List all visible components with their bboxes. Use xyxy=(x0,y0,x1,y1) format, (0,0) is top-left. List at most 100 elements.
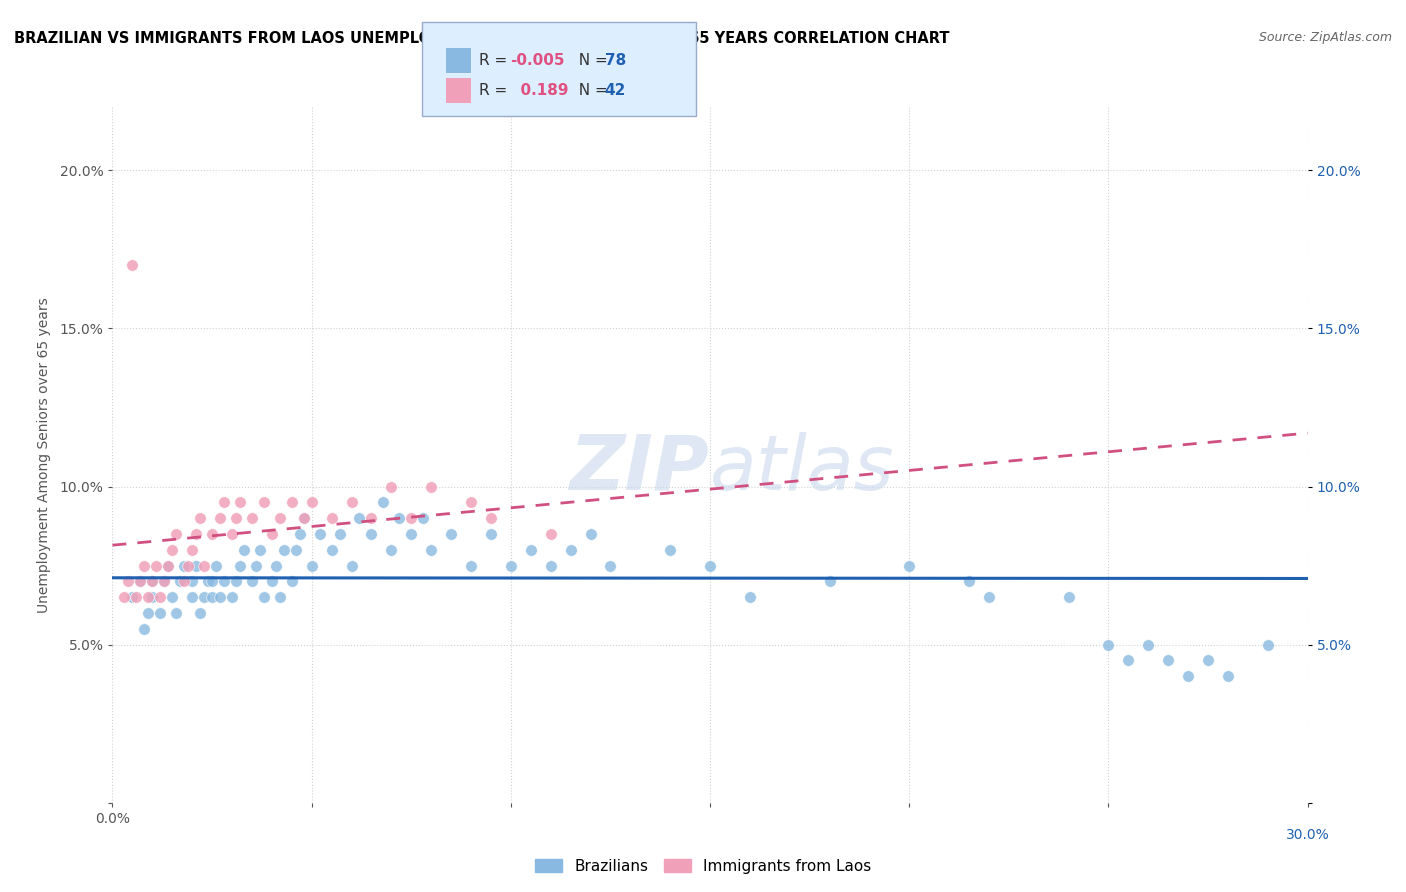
Point xyxy=(460,558,482,573)
Point xyxy=(321,542,343,557)
Y-axis label: Unemployment Among Seniors over 65 years: Unemployment Among Seniors over 65 years xyxy=(37,297,51,613)
Point xyxy=(181,574,204,589)
Point xyxy=(188,511,211,525)
Point xyxy=(212,574,235,589)
Point xyxy=(260,574,283,589)
Point xyxy=(129,574,152,589)
Point xyxy=(1057,591,1080,605)
Point xyxy=(141,574,163,589)
Point xyxy=(138,591,160,605)
Point xyxy=(233,542,256,557)
Point xyxy=(201,527,224,541)
Text: Source: ZipAtlas.com: Source: ZipAtlas.com xyxy=(1258,31,1392,45)
Point xyxy=(177,558,200,573)
Point xyxy=(169,574,191,589)
Point xyxy=(134,622,156,636)
Point xyxy=(1097,638,1119,652)
Point xyxy=(412,511,434,525)
Point xyxy=(153,574,176,589)
Point xyxy=(360,527,382,541)
Point xyxy=(479,527,502,541)
Text: N =: N = xyxy=(569,83,613,98)
Point xyxy=(193,591,215,605)
Point xyxy=(401,511,423,525)
Point xyxy=(264,558,287,573)
Point xyxy=(162,542,183,557)
Point xyxy=(1197,653,1219,667)
Point xyxy=(114,591,135,605)
Point xyxy=(329,527,352,541)
Text: 30.0%: 30.0% xyxy=(1285,828,1330,842)
Point xyxy=(380,479,402,493)
Point xyxy=(145,558,167,573)
Point xyxy=(186,558,208,573)
Point xyxy=(288,527,311,541)
Point xyxy=(281,495,304,509)
Point xyxy=(269,591,291,605)
Point xyxy=(1177,669,1199,683)
Point xyxy=(499,558,522,573)
Point xyxy=(209,591,232,605)
Point xyxy=(599,558,621,573)
Point xyxy=(373,495,395,509)
Point xyxy=(121,591,143,605)
Point xyxy=(197,574,219,589)
Point xyxy=(121,258,143,272)
Point xyxy=(380,542,402,557)
Point xyxy=(540,558,562,573)
Text: atlas: atlas xyxy=(710,432,894,506)
Text: R =: R = xyxy=(479,54,513,68)
Text: N =: N = xyxy=(569,54,613,68)
Point xyxy=(157,558,180,573)
Point xyxy=(659,542,682,557)
Point xyxy=(249,542,271,557)
Point xyxy=(125,591,148,605)
Point xyxy=(308,527,330,541)
Point xyxy=(153,574,176,589)
Point xyxy=(1137,638,1160,652)
Point xyxy=(738,591,761,605)
Point xyxy=(292,511,315,525)
Text: -0.005: -0.005 xyxy=(510,54,565,68)
Point xyxy=(1157,653,1180,667)
Point xyxy=(281,574,304,589)
Legend: Brazilians, Immigrants from Laos: Brazilians, Immigrants from Laos xyxy=(529,853,877,880)
Point xyxy=(957,574,980,589)
Text: 0.189: 0.189 xyxy=(510,83,569,98)
Point xyxy=(301,495,323,509)
Point xyxy=(245,558,267,573)
Point xyxy=(284,542,307,557)
Point xyxy=(117,574,139,589)
Point xyxy=(141,574,163,589)
Point xyxy=(193,558,215,573)
Point xyxy=(186,527,208,541)
Point xyxy=(141,591,163,605)
Point xyxy=(173,574,195,589)
Point xyxy=(1257,638,1279,652)
Point xyxy=(401,527,423,541)
Point xyxy=(1216,669,1239,683)
Point xyxy=(181,591,204,605)
Point xyxy=(205,558,228,573)
Point xyxy=(162,591,183,605)
Point xyxy=(388,511,411,525)
Point xyxy=(225,574,247,589)
Point xyxy=(149,591,172,605)
Point xyxy=(977,591,1000,605)
Text: 42: 42 xyxy=(605,83,626,98)
Point xyxy=(321,511,343,525)
Point xyxy=(240,511,263,525)
Text: BRAZILIAN VS IMMIGRANTS FROM LAOS UNEMPLOYMENT AMONG SENIORS OVER 65 YEARS CORRE: BRAZILIAN VS IMMIGRANTS FROM LAOS UNEMPL… xyxy=(14,31,949,46)
Point xyxy=(479,511,502,525)
Point xyxy=(898,558,921,573)
Point xyxy=(420,479,443,493)
Point xyxy=(520,542,543,557)
Point xyxy=(579,527,602,541)
Point xyxy=(165,527,187,541)
Point xyxy=(301,558,323,573)
Point xyxy=(181,542,204,557)
Point xyxy=(273,542,295,557)
Point xyxy=(240,574,263,589)
Point xyxy=(420,542,443,557)
Point xyxy=(209,511,232,525)
